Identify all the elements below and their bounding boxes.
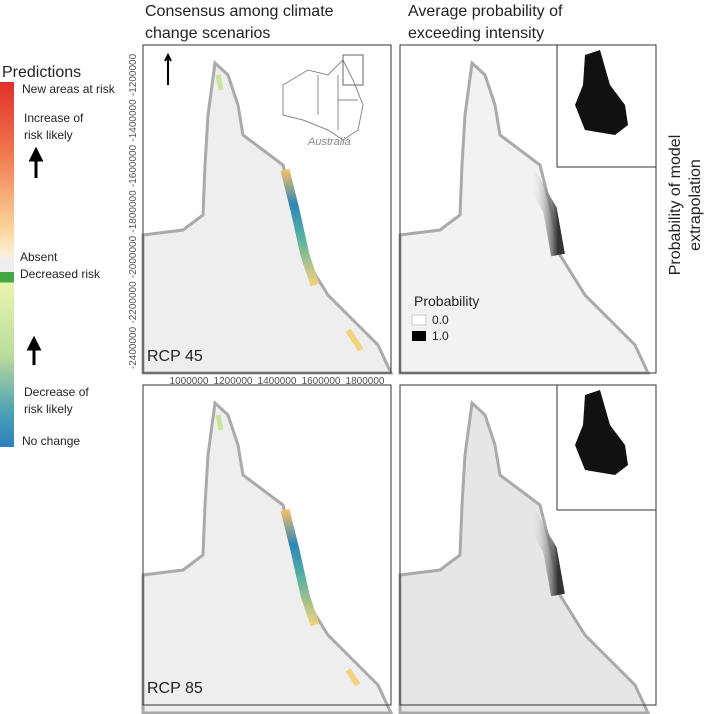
probability-area (523, 171, 565, 257)
side-header: Probability of model (667, 135, 684, 276)
legend-key (412, 331, 426, 341)
legend-colorbar (0, 82, 14, 447)
australia-inset: Australia (282, 54, 364, 148)
risk-area (215, 74, 224, 91)
panel-label: RCP 85 (147, 680, 203, 697)
state-border (317, 75, 358, 130)
map-panel: Australia RCP 45 (141, 44, 393, 375)
axis-tick-label: 1600000 (302, 376, 341, 387)
legend-key (411, 314, 427, 326)
axis-tick-label: 1800000 (346, 376, 385, 387)
axis-tick-label: -1200000 (128, 53, 139, 96)
panel-border (399, 384, 657, 706)
panel-border (399, 44, 657, 374)
inset-extrapolation (575, 50, 628, 135)
panel-border (142, 384, 392, 706)
arrow (28, 146, 44, 178)
header: Average probability of (408, 3, 563, 20)
legend-label: 0.0 (432, 313, 449, 327)
axis-tick-label: -2000000 (128, 235, 139, 278)
legend-label: Increase of (24, 111, 84, 125)
probability-area (523, 511, 565, 597)
axis-tick-label: -1400000 (128, 99, 139, 142)
inset-label: Australia (307, 136, 351, 148)
inset-extrapolation (575, 390, 628, 475)
axis-tick-label: 1400000 (258, 376, 297, 387)
north-arrow (164, 52, 172, 85)
axis-tick-label: -1600000 (128, 144, 139, 187)
inset-box (342, 54, 364, 86)
risk-area (345, 328, 364, 352)
legend-label: risk likely (24, 402, 73, 416)
axis-tick-label: 1200000 (214, 376, 253, 387)
axis-tick-label: -2400000 (128, 326, 139, 369)
legend-label: risk likely (24, 128, 73, 142)
panel-border (142, 44, 392, 374)
map-panel: Probability 0.0 1.0 (398, 44, 657, 375)
legend-label: Absent (20, 250, 58, 264)
legend-label: New areas at risk (22, 82, 116, 96)
map-panel (398, 384, 657, 714)
panel-label: RCP 45 (147, 348, 203, 365)
axis-tick-label: 1000000 (170, 376, 209, 387)
legend-title: Predictions (2, 64, 81, 81)
risk-area (280, 508, 320, 627)
probability-legend-title: Probability (414, 293, 479, 309)
legend-label: Decreased risk (20, 267, 101, 281)
axis-ticks: -1200000 -1400000 -1600000 -1800000 -2000000… (128, 53, 385, 387)
axis-tick-label: -1800000 (128, 190, 139, 233)
legend-label: Decrease of (24, 385, 89, 399)
legend-label: No change (22, 434, 80, 448)
header: exceeding intensity (408, 25, 544, 42)
legend-label: 1.0 (432, 329, 449, 343)
axis-tick-label: -2200000 (128, 281, 139, 324)
side-header: extrapolation (687, 159, 704, 251)
map-panel: RCP 85 (141, 384, 393, 714)
arrow (26, 335, 42, 365)
header: Consensus among climate (145, 3, 334, 20)
header: change scenarios (145, 25, 270, 42)
risk-area (215, 414, 224, 431)
risk-area (345, 668, 361, 687)
risk-area (280, 168, 320, 287)
